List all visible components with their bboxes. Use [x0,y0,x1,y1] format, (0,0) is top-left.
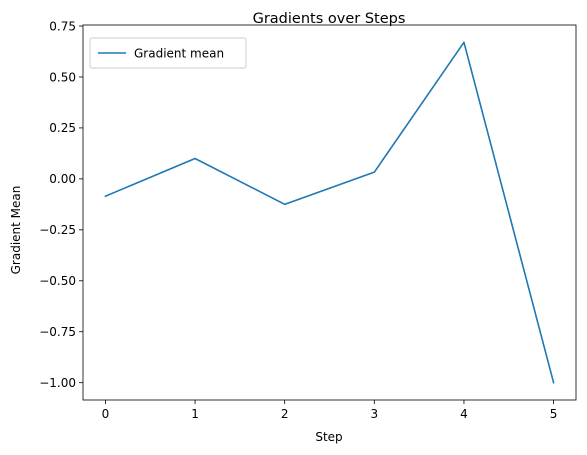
x-tick-label: 2 [281,407,289,421]
y-tick-label: 0.75 [49,19,76,33]
y-axis-label: Gradient Mean [9,186,23,275]
x-tick-label: 4 [460,407,468,421]
x-tick-label: 5 [550,407,558,421]
x-axis-label: Step [315,430,342,444]
x-tick-label: 0 [102,407,110,421]
chart-title: Gradients over Steps [253,11,406,27]
x-tick-label: 1 [191,407,199,421]
plot-area-frame [82,24,577,401]
y-tick-label: 0.50 [49,70,76,84]
y-tick-label: 0.25 [49,121,76,135]
y-tick-label: −0.75 [39,325,76,339]
y-tick-label: 0.00 [49,172,76,186]
legend-label: Gradient mean [134,47,224,61]
series-line-gradient-mean [104,41,555,384]
y-tick-label: −0.25 [39,223,76,237]
y-tick-label: −0.50 [39,274,76,288]
y-tick-label: −1.00 [39,376,76,390]
series-layer [104,41,555,384]
legend-box [89,37,247,69]
ticks-layer: 0 1 2 3 4 5 0.75 0.50 0.25 0.00 −0.25 −0.50 −0.75 −1.… [39,19,557,421]
x-tick-label: 3 [370,407,378,421]
legend: Gradient mean [89,37,247,69]
